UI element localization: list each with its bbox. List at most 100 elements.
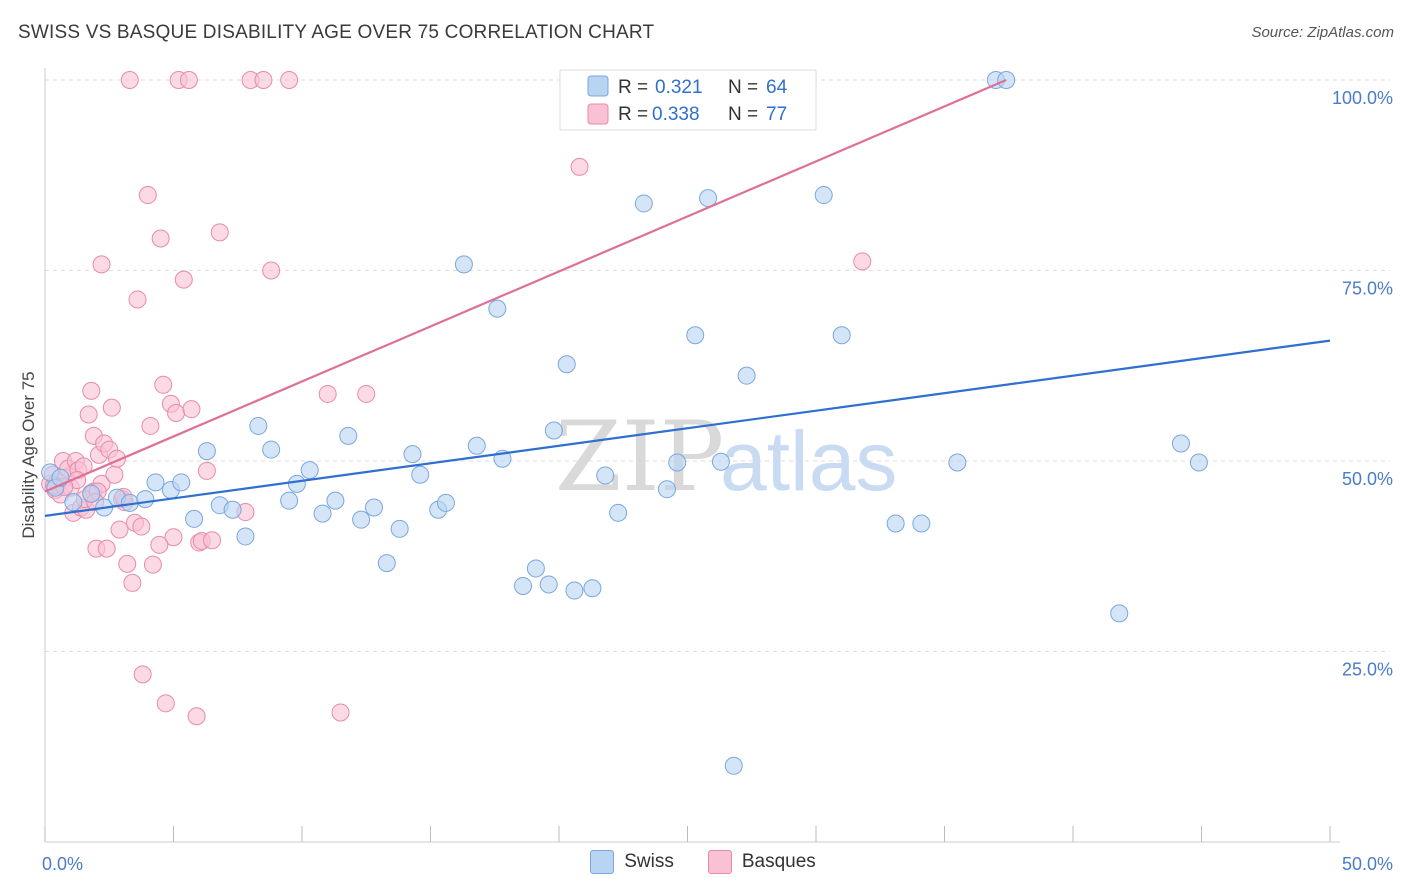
swiss-point <box>185 509 204 528</box>
swiss-point <box>339 426 358 445</box>
legend-bottom: Swiss Basques <box>0 850 1406 874</box>
basque-point <box>853 252 872 271</box>
basque-points <box>41 71 872 726</box>
swiss-point <box>411 465 430 484</box>
legend-basque-r-value: 0.338 <box>652 104 700 125</box>
swiss-point <box>596 466 615 485</box>
basque-point <box>156 694 175 713</box>
basque-point <box>150 535 169 554</box>
swiss-point <box>454 255 473 274</box>
basque-point <box>82 381 101 400</box>
legend-basque-r-label: R = <box>618 104 648 125</box>
watermark-zip: ZIP <box>555 401 724 513</box>
legend-basque-swatch <box>587 103 609 125</box>
swiss-point <box>64 493 83 512</box>
basque-point <box>151 229 170 248</box>
swiss-point <box>886 514 905 533</box>
swiss-point <box>686 326 705 345</box>
basque-point <box>123 573 142 592</box>
swiss-point <box>583 579 602 598</box>
swiss-points <box>41 71 1208 775</box>
basque-point <box>254 71 273 89</box>
basque-point <box>570 157 589 176</box>
swiss-point <box>223 500 242 519</box>
basque-point <box>79 405 98 424</box>
legend-basque-n-value: 77 <box>766 104 787 125</box>
swiss-point <box>948 453 967 472</box>
legend-swiss-n-value: 64 <box>766 77 788 98</box>
swiss-point <box>557 355 576 374</box>
basque-point <box>210 223 229 242</box>
swiss-point <box>634 194 653 213</box>
y-tick-label: 50.0% <box>1342 469 1393 489</box>
swiss-point <box>724 756 743 775</box>
basque-point <box>133 665 152 684</box>
basque-point <box>154 375 173 394</box>
chart-title: SWISS VS BASQUE DISABILITY AGE OVER 75 C… <box>18 22 655 43</box>
axes <box>44 68 1340 843</box>
watermark: ZIP atlas <box>555 401 897 513</box>
swiss-point <box>737 366 756 385</box>
swiss-point <box>403 445 422 464</box>
basque-point <box>141 416 160 435</box>
swiss-point <box>609 503 628 522</box>
swiss-point <box>262 440 281 459</box>
swiss-point <box>488 299 507 318</box>
legend-label-swiss: Swiss <box>624 851 674 872</box>
swiss-point <box>236 527 255 546</box>
swiss-point <box>912 514 931 533</box>
axis-labels: 25.0% 50.0% 75.0% 100.0% 0.0% 50.0% Disability… <box>19 88 1393 874</box>
swiss-point <box>82 484 101 503</box>
basque-point <box>138 186 157 205</box>
x-tick-label: 50.0% <box>1342 854 1393 874</box>
swiss-point <box>711 452 730 471</box>
swiss-point <box>526 559 545 578</box>
basque-point <box>120 71 139 89</box>
legend-basque-n-label: N = <box>728 104 758 125</box>
swiss-point <box>1110 604 1129 623</box>
legend-swiss-r-value: 0.321 <box>655 77 703 98</box>
legend-item-swiss: Swiss <box>590 850 674 874</box>
swiss-point <box>352 510 371 529</box>
swiss-point <box>1189 453 1208 472</box>
swiss-point <box>364 498 383 517</box>
y-tick-label: 75.0% <box>1342 279 1393 299</box>
swiss-point <box>172 473 191 492</box>
basque-point <box>203 531 222 550</box>
basque-point <box>280 71 299 89</box>
basque-trend-line <box>44 78 1007 493</box>
swiss-point <box>1171 434 1190 453</box>
swiss-point <box>136 490 155 509</box>
swiss-point <box>814 186 833 205</box>
basque-point <box>128 290 147 309</box>
swiss-point <box>300 461 319 480</box>
swiss-point <box>565 581 584 600</box>
swiss-point <box>377 554 396 573</box>
y-tick-label: 100.0% <box>1332 88 1393 108</box>
basque-point <box>102 398 121 417</box>
swiss-point <box>668 453 687 472</box>
basque-point <box>187 707 206 726</box>
basque-point <box>331 703 350 722</box>
swiss-point <box>832 326 851 345</box>
swiss-trend-line <box>44 339 1331 517</box>
basque-point <box>262 261 281 280</box>
swiss-point <box>313 504 332 523</box>
y-tick-label: 25.0% <box>1342 660 1393 680</box>
basque-point <box>132 517 151 536</box>
y-axis-label: Disability Age Over 75 <box>19 371 38 538</box>
basque-point <box>92 255 111 274</box>
swiss-point <box>249 416 268 435</box>
x-tick-label: 0.0% <box>42 854 83 874</box>
basque-point <box>105 465 124 484</box>
basque-point <box>110 520 129 539</box>
watermark-atlas: atlas <box>720 414 897 508</box>
swiss-point <box>436 493 455 512</box>
basque-point <box>167 403 186 422</box>
trend-lines <box>44 78 1331 517</box>
basque-point <box>174 270 193 289</box>
swiss-point <box>326 491 345 510</box>
legend-top: R = 0.321 N = 64 R = 0.338 N = 77 <box>559 69 817 131</box>
swiss-point <box>146 473 165 492</box>
